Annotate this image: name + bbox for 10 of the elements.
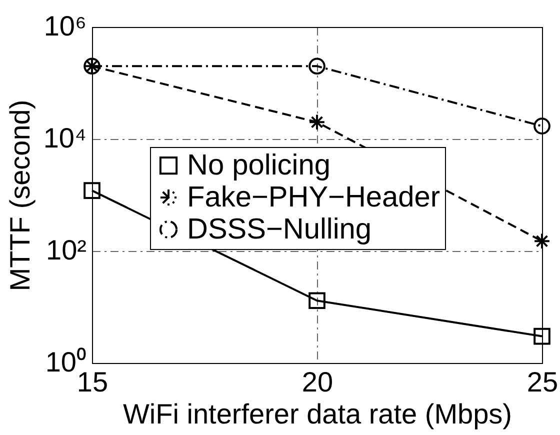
legend-label: No policing	[187, 150, 330, 182]
legend-label: DSSS−Nulling	[187, 214, 372, 246]
y-axis-title: MTTF (second)	[4, 100, 36, 292]
y-tick-label: 10²	[46, 234, 86, 266]
y-tick-label: 10⁴	[43, 122, 86, 154]
x-axis-title: WiFi interferer data rate (Mbps)	[123, 398, 512, 430]
x-tick-label: 25	[526, 366, 558, 398]
legend-label: Fake−PHY−Header	[187, 182, 440, 214]
y-tick-label: 10⁶	[44, 10, 86, 42]
x-tick-label: 20	[302, 366, 334, 398]
